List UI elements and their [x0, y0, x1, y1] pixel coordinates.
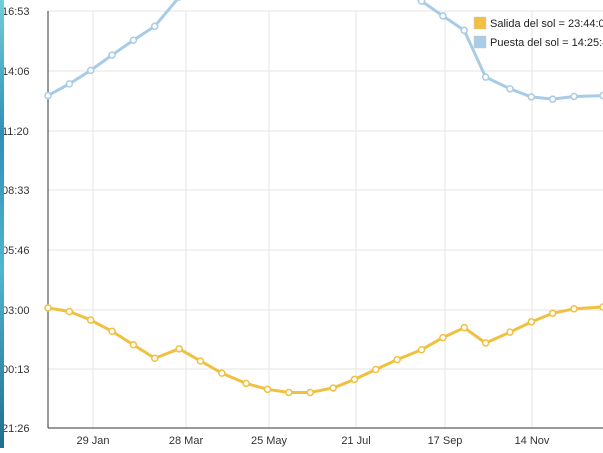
y-tick-label: 03:00: [2, 305, 30, 317]
data-point: [461, 325, 467, 331]
data-point: [483, 340, 489, 346]
y-tick-label: 05:46: [2, 245, 30, 257]
y-tick-label: 16:53: [2, 6, 30, 18]
data-point: [507, 329, 513, 335]
data-point: [528, 319, 534, 325]
y-tick-label: 21:26: [2, 423, 30, 435]
data-point: [219, 370, 225, 376]
data-point: [507, 86, 513, 92]
data-point: [130, 342, 136, 348]
data-point: [483, 74, 489, 80]
x-tick-label: 14 Nov: [515, 435, 550, 447]
y-tick-label: 11:20: [2, 126, 29, 138]
x-tick-label: 25 May: [251, 435, 288, 447]
left-edge-decoration: [0, 0, 4, 448]
x-tick-label: 21 Jul: [341, 435, 370, 447]
data-point: [550, 96, 556, 102]
data-point: [243, 380, 249, 386]
data-point: [45, 93, 51, 99]
x-tick-label: 17 Sep: [428, 435, 463, 447]
data-point: [419, 347, 425, 353]
data-point: [373, 367, 379, 373]
data-point: [88, 317, 94, 323]
series: [45, 0, 603, 395]
x-tick-label: 28 Mar: [169, 435, 204, 447]
data-point: [528, 94, 534, 100]
series-line-0: [48, 307, 603, 392]
legend-entry: Salida del sol = 23:44:09: [490, 18, 603, 30]
data-point: [286, 389, 292, 395]
y-tick-label: 00:13: [2, 364, 30, 376]
y-tick-label: 14:06: [2, 66, 30, 78]
data-point: [265, 386, 271, 392]
data-point: [330, 385, 336, 391]
data-point: [88, 67, 94, 73]
data-point: [66, 81, 72, 87]
data-point: [571, 93, 577, 99]
legend-swatch: [474, 17, 486, 29]
data-point: [109, 328, 115, 334]
data-point: [351, 376, 357, 382]
data-point: [461, 27, 467, 33]
data-point: [197, 358, 203, 364]
data-point: [152, 355, 158, 361]
grid: [48, 11, 603, 428]
y-tick-label: 08:33: [2, 185, 30, 197]
data-point: [152, 23, 158, 29]
legend-swatch: [474, 36, 486, 48]
data-point: [440, 335, 446, 341]
legend-entry: Puesta del sol = 14:25:47: [490, 37, 603, 49]
data-point: [66, 308, 72, 314]
data-point: [419, 0, 425, 4]
x-tick-label: 29 Jan: [76, 435, 109, 447]
data-point: [307, 389, 313, 395]
data-point: [550, 310, 556, 316]
data-point: [109, 52, 115, 58]
data-point: [176, 346, 182, 352]
data-point: [571, 306, 577, 312]
data-point: [45, 305, 51, 311]
legend: Salida del sol = 23:44:09 Puesta del sol …: [474, 17, 603, 49]
data-point: [130, 37, 136, 43]
series-line-1: [48, 0, 603, 99]
data-point: [440, 13, 446, 19]
data-point: [394, 357, 400, 363]
